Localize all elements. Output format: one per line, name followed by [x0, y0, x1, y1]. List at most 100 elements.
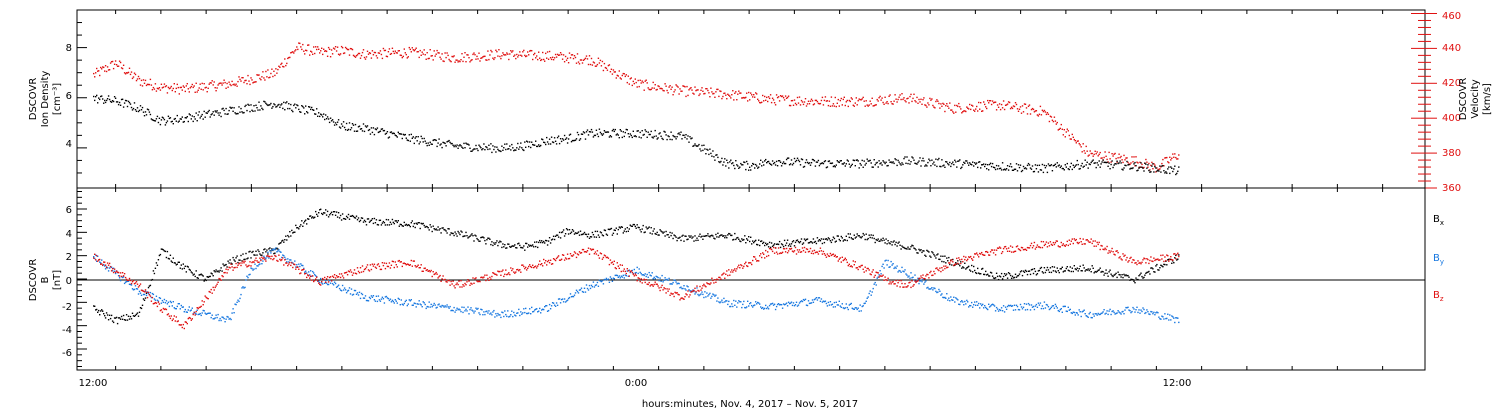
velocity-point [199, 83, 201, 85]
density-point [254, 110, 256, 112]
density-point [187, 120, 189, 123]
density-point [1089, 163, 1091, 166]
density-point [196, 120, 198, 122]
by-point [544, 306, 546, 308]
bx-point [473, 240, 475, 242]
by-point [294, 260, 296, 262]
bx-point [1062, 271, 1064, 273]
bx-point [881, 239, 883, 242]
density-point [948, 164, 950, 166]
bx-point [481, 236, 483, 238]
bz-point [202, 304, 204, 306]
density-point [1161, 165, 1163, 167]
bz-point [328, 276, 331, 279]
bx-point [900, 248, 902, 250]
density-point [881, 164, 883, 166]
velocity-point [789, 104, 792, 107]
by-point [837, 304, 839, 306]
by-point [139, 292, 142, 294]
bx-point [912, 245, 914, 247]
by-point [917, 277, 919, 279]
bz-point [152, 303, 155, 305]
velocity-point [138, 77, 141, 80]
by-point [551, 302, 554, 304]
by-point [1147, 311, 1149, 313]
bx-point [972, 271, 974, 273]
velocity-point [559, 52, 562, 54]
bz-point [244, 260, 246, 262]
velocity-point [765, 99, 767, 101]
by-point [1112, 310, 1114, 312]
by-point [450, 309, 452, 312]
density-point [450, 142, 452, 145]
velocity-point [451, 55, 453, 58]
by-point [726, 300, 728, 302]
velocity-point [245, 79, 247, 82]
density-point [339, 127, 342, 129]
bx-point [658, 234, 660, 236]
velocity-point [235, 83, 237, 85]
velocity-point [669, 85, 671, 87]
bz-point [251, 261, 253, 264]
density-point [411, 137, 413, 139]
velocity-point [274, 74, 276, 77]
density-point [159, 123, 162, 126]
velocity-point [294, 50, 296, 52]
by-point [1152, 313, 1154, 315]
density-point [283, 101, 285, 104]
velocity-point [874, 104, 876, 106]
velocity-point [888, 95, 890, 97]
bx-point [1066, 266, 1068, 268]
by-point [257, 265, 259, 267]
density-point [139, 105, 142, 107]
by-point [991, 303, 994, 305]
by-point [432, 304, 434, 307]
velocity-point [648, 88, 650, 91]
velocity-point [1080, 146, 1082, 148]
density-point [954, 159, 956, 161]
by-point [1031, 306, 1034, 308]
by-point [449, 305, 451, 308]
by-point [478, 312, 480, 314]
bx-point [716, 236, 718, 238]
bx-point [1116, 276, 1118, 279]
velocity-point [918, 98, 920, 101]
bz-point [451, 283, 453, 285]
bx-point [958, 263, 960, 265]
bx-point [210, 272, 212, 274]
bz-point [294, 263, 296, 266]
density-point [348, 122, 351, 124]
bx-point [754, 240, 756, 243]
by-point [361, 293, 364, 296]
bx-point [793, 245, 796, 247]
bx-point [788, 243, 791, 245]
by-point [446, 304, 448, 306]
density-point [779, 161, 782, 163]
bz-point [362, 270, 365, 273]
bz-point [352, 272, 355, 274]
bx-point [154, 267, 157, 269]
by-point [271, 249, 273, 251]
by-point [1034, 305, 1037, 307]
density-point [424, 140, 426, 142]
bx-point [784, 244, 787, 247]
density-point [382, 130, 385, 132]
density-point [820, 162, 823, 165]
by-point [897, 271, 899, 273]
by-point [923, 283, 925, 285]
velocity-point [841, 104, 843, 106]
bx-point [296, 227, 298, 229]
density-point [967, 162, 969, 164]
bx-point [1139, 273, 1141, 276]
density-point [379, 130, 382, 132]
density-point [289, 107, 291, 110]
velocity-point [99, 74, 101, 77]
density-point [456, 144, 458, 146]
velocity-point [883, 103, 885, 105]
by-point [483, 311, 485, 313]
bx-point [313, 217, 315, 219]
density-point [1043, 164, 1046, 167]
by-point [865, 300, 867, 302]
density-point [783, 162, 786, 165]
bx-point [411, 220, 413, 222]
